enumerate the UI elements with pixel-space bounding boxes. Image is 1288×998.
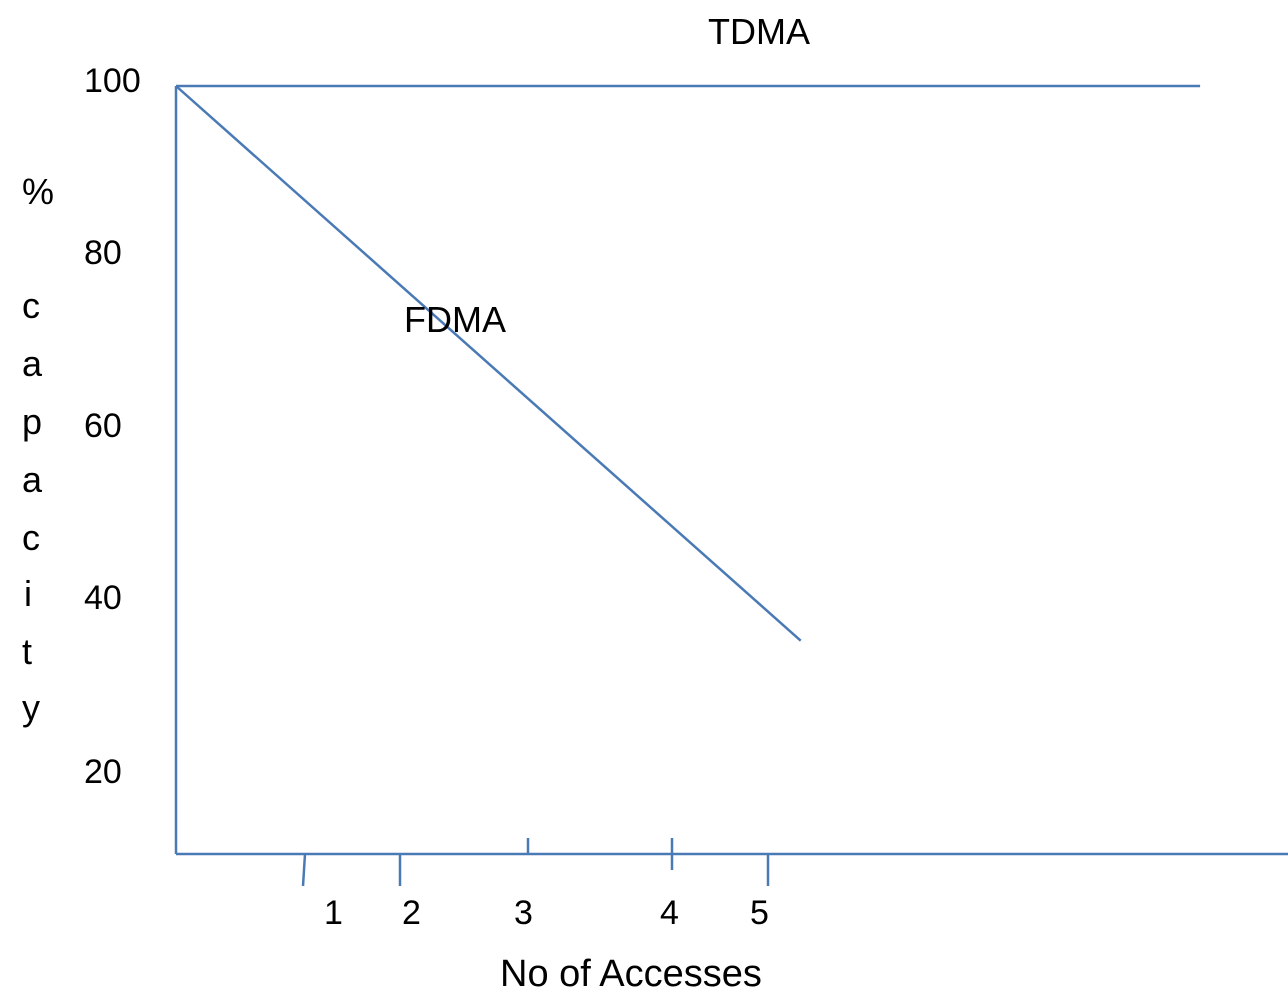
x-axis-title: No of Accesses (500, 953, 762, 995)
y-axis-title-letter-2: c (22, 285, 40, 326)
x-tick-label-5: 5 (750, 894, 769, 932)
y-axis-title-letter-8: t (22, 631, 32, 672)
x-tick-label-3: 3 (514, 894, 533, 932)
y-axis-title-letter-1: % (22, 171, 54, 212)
fdma-series-label: FDMA (404, 299, 506, 340)
y-tick-label-40: 40 (84, 579, 122, 617)
x-tick-label-4: 4 (660, 894, 679, 932)
y-axis-title-letter-7: i (24, 573, 32, 614)
x-tick-label-2: 2 (402, 894, 421, 932)
y-axis-title-letter-3: a (22, 343, 43, 384)
y-axis-title-letter-4: p (22, 401, 42, 442)
y-tick-label-100: 100 (84, 62, 141, 100)
fdma-series-line (175, 85, 802, 642)
y-axis-title-letter-5: a (22, 459, 43, 500)
x-tick-mark-1 (301, 853, 307, 887)
y-tick-label-20: 20 (84, 753, 122, 791)
y-axis-title-letter-6: c (22, 517, 40, 558)
x-tick-label-1: 1 (324, 894, 343, 932)
y-axis-title-letter-9: y (22, 687, 40, 728)
tdma-series-label: TDMA (708, 11, 810, 52)
y-tick-label-80: 80 (84, 234, 122, 272)
y-tick-label-60: 60 (84, 407, 122, 445)
